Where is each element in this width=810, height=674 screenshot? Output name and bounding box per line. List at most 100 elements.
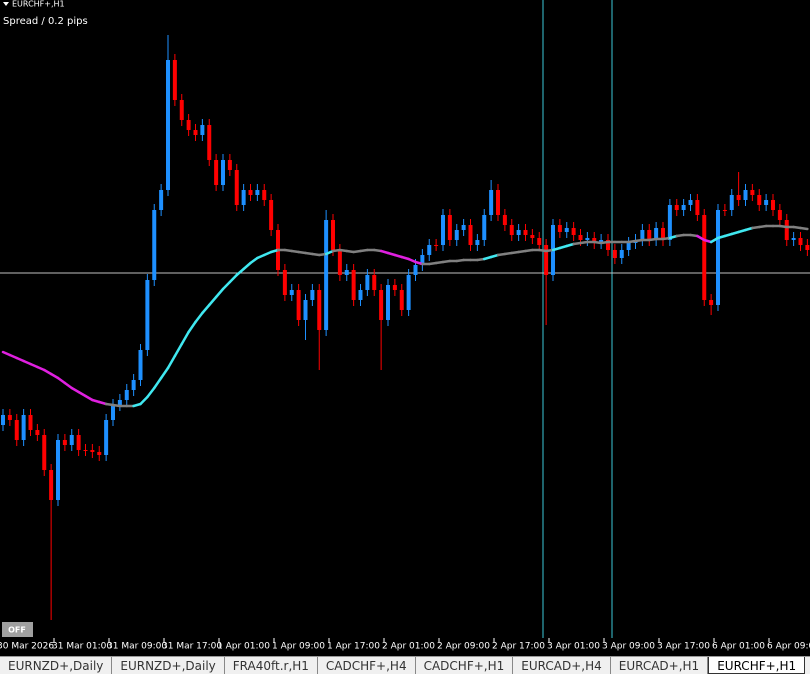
candle-body (248, 190, 253, 195)
candle-body (111, 405, 115, 420)
moving-average (49, 372, 60, 380)
candle-body (537, 238, 542, 245)
moving-average (159, 366, 170, 380)
chart-tab[interactable]: CADCHF+,H1 (416, 657, 514, 674)
candle-body (626, 243, 631, 250)
candle-body (688, 200, 693, 205)
candle-body (592, 238, 597, 243)
candle-body (49, 470, 54, 500)
off-button[interactable] (2, 622, 33, 637)
candle-body (269, 200, 274, 230)
candle-body (310, 290, 315, 300)
candle-body (186, 120, 191, 130)
chart-tab[interactable]: EURCAD+,H4 (513, 657, 611, 674)
candle-body (28, 415, 33, 430)
candle-body (750, 190, 755, 195)
time-label: 31 Mar 01:00 (52, 642, 112, 652)
candle-body (736, 195, 741, 200)
time-label: 2 Apr 17:00 (492, 642, 545, 652)
time-label: 1 Apr 17:00 (327, 642, 380, 652)
candle-body (791, 238, 796, 240)
candle-body (661, 228, 665, 240)
chart-tab[interactable]: EURCHF+,H1 (708, 657, 806, 674)
time-label: 6 Apr 09:00 (767, 642, 810, 652)
candle-body (372, 275, 377, 290)
moving-average (146, 386, 156, 399)
candle-body (331, 220, 335, 250)
candle-body (344, 270, 349, 275)
candle-body (21, 415, 26, 440)
candle-body (420, 255, 425, 265)
candle-body (117, 400, 122, 405)
candle-body (241, 190, 246, 205)
candle-body (234, 170, 239, 205)
candle-body (406, 275, 411, 310)
chart: EURCHF+,H1 Spread / 0.2 pips OFF 30 Mar … (0, 0, 810, 652)
chart-tab[interactable]: EURCAD+,H1 (611, 657, 709, 674)
chart-tab[interactable]: EURNZD+,Daily (112, 657, 225, 674)
candle-body (571, 228, 576, 235)
candle-body (599, 240, 604, 243)
candle-body (69, 435, 74, 445)
candle-body (606, 240, 610, 250)
candle-body (475, 240, 480, 245)
candle-body (200, 125, 205, 135)
moving-average (208, 295, 218, 307)
candle-body (454, 230, 459, 240)
candle-body (337, 250, 342, 275)
candle-body (166, 60, 170, 190)
candle-body (289, 290, 294, 295)
candle-body (90, 450, 95, 452)
candle-body (227, 160, 232, 170)
candle-body (722, 210, 727, 211)
moving-average (696, 234, 706, 242)
candle-body (386, 285, 390, 320)
candle-body (530, 235, 535, 238)
time-label: 1 Apr 09:00 (272, 642, 325, 652)
candle-body (104, 420, 109, 455)
candle-body (674, 205, 679, 210)
moving-average (709, 236, 720, 244)
time-label: 6 Apr 01:00 (712, 642, 765, 652)
candle-body (413, 265, 418, 275)
candle-body (729, 195, 734, 210)
candle-body (1, 415, 5, 425)
time-label: 31 Mar 09:00 (107, 642, 167, 652)
candle-body (564, 228, 569, 232)
chart-tab[interactable]: EURNZD+,Daily (0, 657, 113, 674)
chart-tab[interactable]: FRA40ft.r,H1 (225, 657, 318, 674)
moving-average (63, 381, 73, 390)
candle-body (35, 430, 40, 435)
candle-body (805, 245, 810, 250)
moving-average (228, 273, 238, 284)
moving-average (249, 256, 259, 265)
off-label: OFF (8, 626, 26, 635)
candle-body (303, 300, 308, 320)
candle-body (83, 450, 88, 451)
candle-body (255, 190, 260, 195)
time-label: 3 Apr 09:00 (602, 642, 655, 652)
candle-body (138, 350, 143, 380)
candle-body (716, 210, 720, 305)
candle-body (667, 205, 672, 240)
chart-tab[interactable]: CADCHF+,H4 (318, 657, 416, 674)
candle-body (358, 290, 363, 300)
candle-body (461, 225, 466, 230)
candle-body (324, 220, 329, 330)
candle-body (447, 215, 452, 240)
moving-average (799, 226, 809, 231)
candle-body (62, 440, 67, 445)
candle-body (777, 210, 782, 220)
spread: Spread / 0.2 pips (3, 16, 88, 27)
moving-average (43, 368, 53, 376)
candle-body (399, 290, 404, 310)
candle-body (482, 215, 487, 240)
moving-average (173, 342, 183, 358)
candle-body (441, 215, 445, 245)
time-label: 31 Mar 17:00 (162, 642, 222, 652)
moving-average (153, 376, 163, 390)
candle-body (76, 435, 81, 450)
candle-body (502, 215, 507, 225)
